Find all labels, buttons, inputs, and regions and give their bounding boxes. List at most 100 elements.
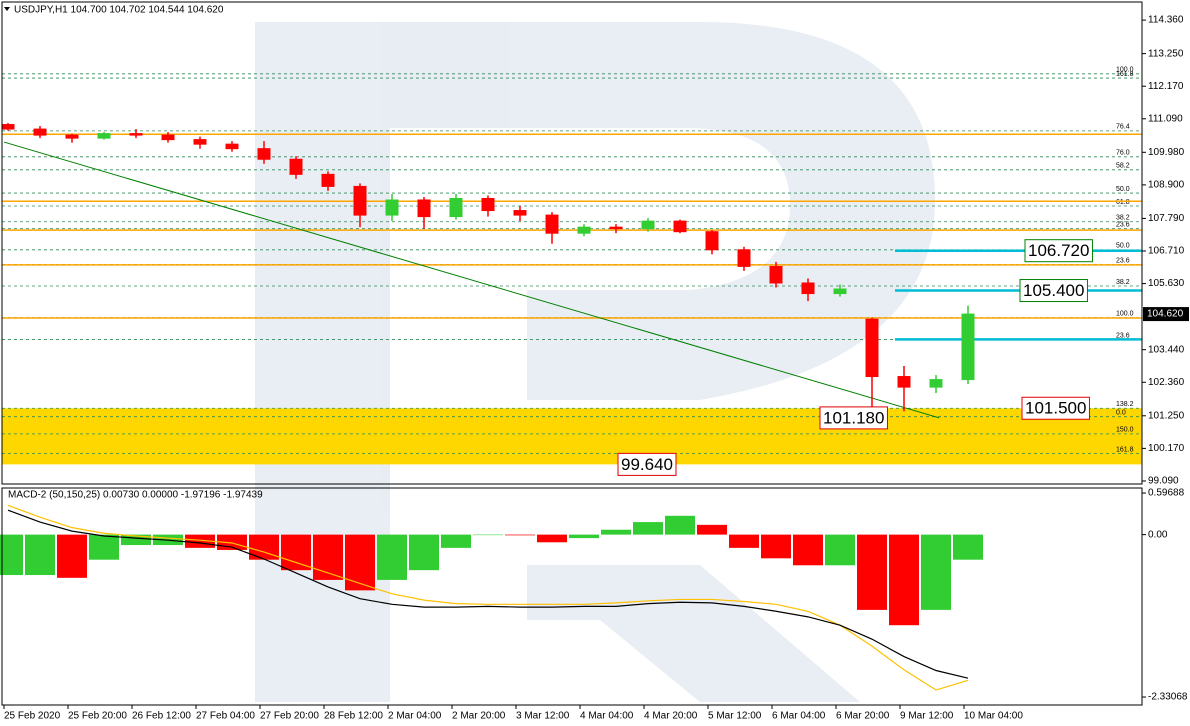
y-tick-label: 106.710 xyxy=(1148,246,1185,257)
x-tick-label: 4 Mar 20:00 xyxy=(644,711,698,722)
x-tick-label: 5 Mar 12:00 xyxy=(708,711,762,722)
fib-label: 76.0 xyxy=(1116,150,1130,157)
fib-label: 61.8 xyxy=(1116,199,1130,206)
candle-body xyxy=(865,318,879,378)
candle-body xyxy=(609,226,623,230)
histogram-bar xyxy=(0,534,23,576)
annotation-box xyxy=(617,452,677,476)
x-tick-label: 2 Mar 20:00 xyxy=(452,711,506,722)
candle-body xyxy=(161,134,175,141)
price-frame xyxy=(1,1,1143,485)
candle-body xyxy=(961,313,975,381)
histogram-bar xyxy=(25,534,55,576)
fib-label: 100.0 xyxy=(1116,67,1134,74)
candle-body xyxy=(33,128,47,136)
watermark-bowl xyxy=(390,22,935,400)
candle-body xyxy=(513,210,527,216)
candle-body xyxy=(929,379,943,388)
histogram-bar xyxy=(729,534,759,548)
x-tick-label: 10 Mar 04:00 xyxy=(964,711,1023,722)
price-tag xyxy=(1143,307,1189,322)
candle-body xyxy=(1,124,15,130)
candle-body xyxy=(65,134,79,139)
histogram-bar xyxy=(825,534,855,566)
candle-body xyxy=(353,185,367,216)
histogram-bar xyxy=(921,534,951,610)
annotation-box xyxy=(819,406,888,430)
candle-body xyxy=(257,148,271,160)
x-tick-label: 9 Mar 12:00 xyxy=(900,711,954,722)
y-tick-label: 0.00 xyxy=(1148,529,1168,540)
fib-label: 100.0 xyxy=(1116,311,1134,318)
annotation-box xyxy=(1021,396,1090,420)
watermark-leg xyxy=(527,565,860,702)
fib-label: 23.6 xyxy=(1116,257,1130,264)
y-tick-label: 114.360 xyxy=(1148,15,1184,26)
fib-label: 50.0 xyxy=(1116,186,1130,193)
fib-label: 161.8 xyxy=(1116,71,1134,78)
histogram-bar xyxy=(665,515,695,535)
histogram-bar xyxy=(409,534,439,571)
histogram-bar xyxy=(633,522,663,535)
signal-line xyxy=(7,504,969,691)
zone xyxy=(2,408,1142,465)
watermark xyxy=(255,22,935,702)
histogram-bar xyxy=(377,534,407,580)
candle-body xyxy=(577,226,591,234)
histogram-bar xyxy=(121,534,151,546)
candle-body xyxy=(481,197,495,212)
y-tick-label: 105.630 xyxy=(1148,278,1185,289)
histogram-bar xyxy=(889,534,919,626)
annotation-box xyxy=(1019,279,1088,303)
fib-label: 138.2 xyxy=(1116,401,1134,408)
y-tick-label: 103.440 xyxy=(1148,344,1185,355)
y-tick-label: 0.59688 xyxy=(1148,488,1185,499)
y-tick-label: 109.980 xyxy=(1148,147,1185,158)
candle-body xyxy=(673,220,687,233)
candle-body xyxy=(705,231,719,251)
candle-body xyxy=(193,139,207,145)
fib-label: 76.4 xyxy=(1116,124,1130,131)
price-header: USDJPY,H1 104.700 104.702 104.544 104.62… xyxy=(14,5,224,16)
x-tick-label: 25 Feb 20:00 xyxy=(68,711,127,722)
x-tick-label: 26 Feb 12:00 xyxy=(132,711,191,722)
histogram-bar xyxy=(473,534,503,536)
annotation-label: 105.400 xyxy=(1023,281,1084,300)
macd-frame xyxy=(1,487,1143,706)
y-tick-label: 99.090 xyxy=(1148,476,1179,487)
histogram-bar xyxy=(569,534,599,539)
annotation-box xyxy=(1024,239,1093,263)
x-tick-label: 6 Mar 04:00 xyxy=(772,711,826,722)
candle-body xyxy=(417,199,431,218)
annotation-label: 101.500 xyxy=(1025,399,1086,418)
histogram-bar xyxy=(505,534,535,536)
candle-body xyxy=(225,143,239,150)
candle-body xyxy=(289,158,303,175)
histogram-bar xyxy=(601,529,631,535)
annotation-label: 101.180 xyxy=(823,408,884,427)
candle-body xyxy=(833,288,847,295)
fib-label: 23.6 xyxy=(1116,332,1130,339)
x-tick-label: 6 Mar 20:00 xyxy=(836,711,890,722)
candle-body xyxy=(897,376,911,388)
histogram-bar xyxy=(537,534,567,543)
x-tick-label: 4 Mar 04:00 xyxy=(580,711,634,722)
candle-body xyxy=(769,265,783,284)
fib-label: 161.8 xyxy=(1116,446,1134,453)
fib-label: 38.2 xyxy=(1116,215,1130,222)
candle-body xyxy=(129,133,143,136)
histogram-bar xyxy=(345,534,375,591)
y-tick-label: 112.170 xyxy=(1148,81,1184,92)
y-tick-label: -2.33068 xyxy=(1148,692,1188,703)
fib-label: 38.2 xyxy=(1116,279,1130,286)
candle-body xyxy=(737,249,751,267)
fib-label: 150.0 xyxy=(1116,427,1134,434)
trendline xyxy=(3,141,940,419)
y-tick-label: 102.360 xyxy=(1148,377,1185,388)
y-tick-label: 107.790 xyxy=(1148,213,1185,224)
histogram-bar xyxy=(793,534,823,566)
y-tick-label: 100.170 xyxy=(1148,443,1185,454)
histogram-bar xyxy=(57,534,87,578)
